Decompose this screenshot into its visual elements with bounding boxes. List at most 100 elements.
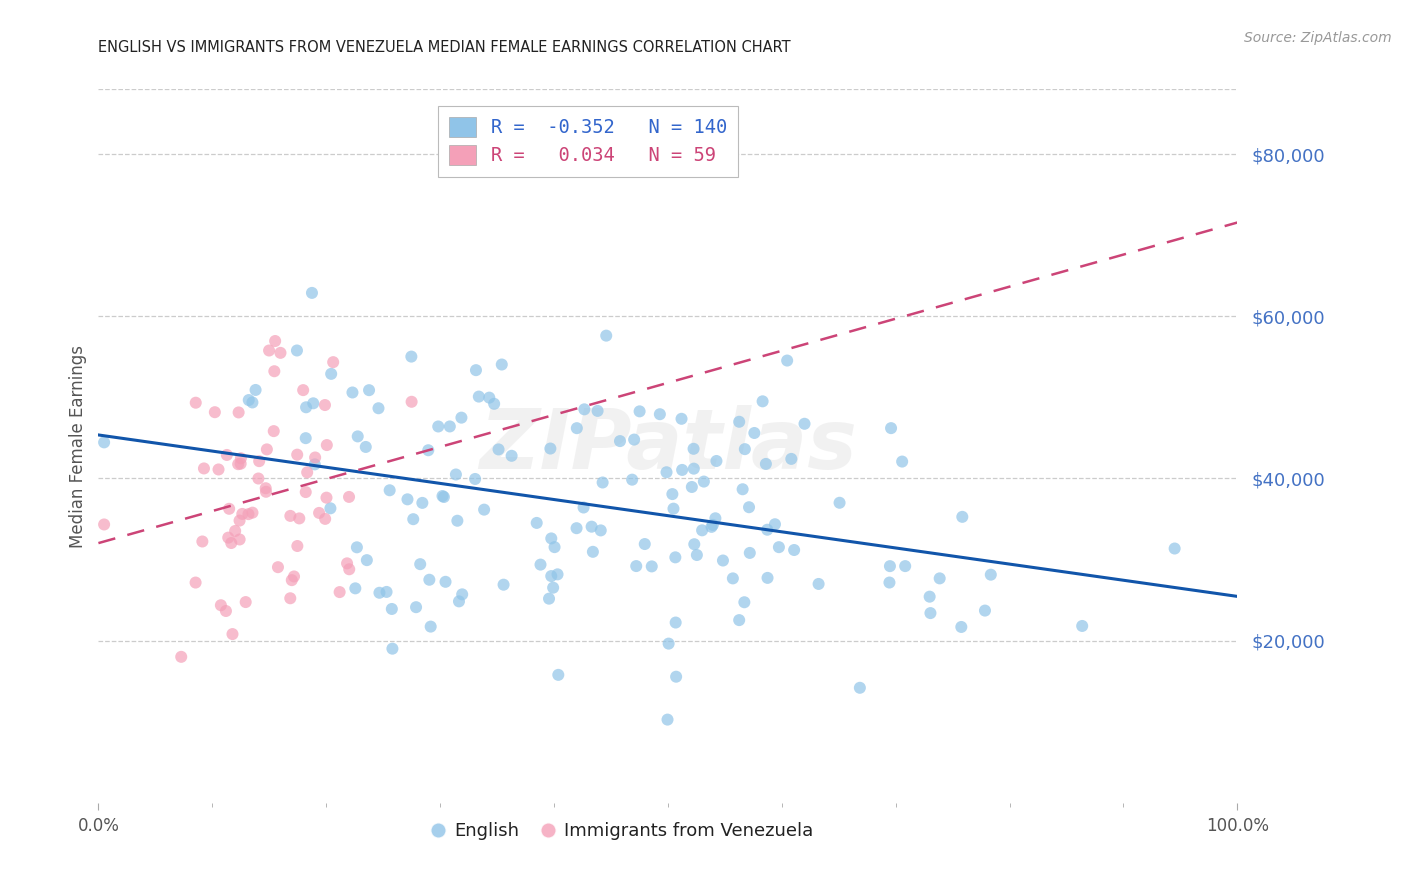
Point	[319, 501, 342, 516]
Point	[215, 448, 238, 462]
Point	[93, 435, 115, 450]
Point	[433, 490, 456, 504]
Point	[734, 442, 756, 457]
Point	[641, 559, 664, 574]
Point	[700, 520, 723, 534]
Y-axis label: Median Female Earnings: Median Female Earnings	[69, 344, 87, 548]
Point	[547, 668, 569, 682]
Point	[229, 451, 252, 466]
Text: Source: ZipAtlas.com: Source: ZipAtlas.com	[1244, 31, 1392, 45]
Point	[418, 443, 440, 458]
Point	[256, 442, 278, 457]
Point	[228, 405, 250, 419]
Point	[242, 506, 264, 520]
Point	[482, 397, 505, 411]
Point	[295, 401, 318, 415]
Point	[304, 450, 326, 465]
Point	[170, 649, 193, 664]
Point	[693, 475, 716, 489]
Point	[295, 466, 318, 480]
Point	[302, 396, 325, 410]
Point	[218, 501, 240, 516]
Point	[321, 367, 343, 381]
Point	[434, 574, 457, 589]
Point	[529, 558, 551, 572]
Point	[626, 559, 648, 574]
Point	[447, 594, 470, 608]
Point	[776, 353, 799, 368]
Point	[419, 619, 441, 633]
Point	[292, 383, 315, 397]
Point	[879, 559, 901, 574]
Point	[238, 507, 260, 521]
Point	[346, 541, 368, 555]
Point	[336, 557, 359, 571]
Point	[446, 514, 468, 528]
Point	[224, 524, 246, 538]
Point	[664, 550, 686, 565]
Point	[308, 506, 330, 520]
Point	[337, 562, 360, 576]
Point	[294, 485, 316, 500]
Point	[354, 440, 377, 454]
Point	[238, 392, 260, 407]
Point	[609, 434, 631, 449]
Point	[582, 545, 605, 559]
Point	[595, 328, 617, 343]
Point	[665, 670, 688, 684]
Point	[269, 346, 291, 360]
Point	[378, 483, 401, 498]
Point	[671, 463, 693, 477]
Point	[928, 571, 950, 585]
Point	[405, 600, 427, 615]
Point	[621, 473, 644, 487]
Point	[658, 637, 681, 651]
Point	[254, 481, 277, 495]
Point	[219, 536, 242, 550]
Point	[367, 401, 389, 416]
Point	[329, 585, 352, 599]
Point	[254, 484, 277, 499]
Point	[592, 475, 614, 490]
Point	[247, 454, 270, 468]
Point	[783, 543, 806, 558]
Point	[738, 500, 761, 515]
Point	[314, 398, 336, 412]
Point	[285, 448, 308, 462]
Point	[285, 539, 308, 553]
Point	[538, 442, 561, 456]
Point	[346, 429, 368, 443]
Point	[264, 334, 287, 348]
Point	[974, 604, 997, 618]
Point	[278, 591, 301, 606]
Point	[880, 421, 903, 435]
Point	[450, 410, 472, 425]
Point	[702, 517, 724, 532]
Point	[226, 457, 249, 471]
Point	[581, 519, 603, 533]
Point	[491, 358, 513, 372]
Point	[628, 404, 651, 418]
Point	[623, 433, 645, 447]
Point	[574, 402, 596, 417]
Point	[763, 517, 786, 532]
Point	[396, 492, 419, 507]
Point	[184, 395, 207, 409]
Point	[1163, 541, 1185, 556]
Point	[648, 407, 671, 421]
Point	[634, 537, 657, 551]
Point	[356, 553, 378, 567]
Point	[711, 553, 734, 567]
Point	[285, 343, 308, 358]
Point	[793, 417, 815, 431]
Point	[920, 606, 942, 620]
Point	[918, 590, 941, 604]
Point	[1071, 619, 1094, 633]
Point	[589, 524, 612, 538]
Point	[681, 480, 703, 494]
Point	[439, 419, 461, 434]
Point	[543, 540, 565, 554]
Point	[280, 508, 302, 523]
Point	[402, 512, 425, 526]
Point	[488, 442, 510, 457]
